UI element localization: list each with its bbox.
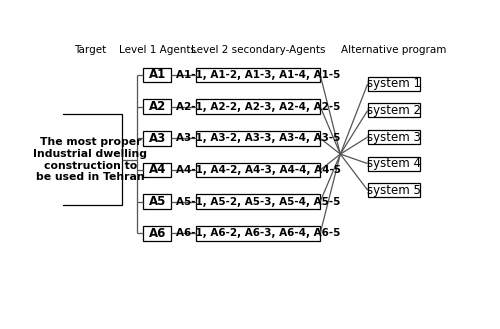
FancyBboxPatch shape <box>196 67 320 82</box>
Text: A3: A3 <box>149 132 166 145</box>
FancyBboxPatch shape <box>196 99 320 114</box>
Text: A2: A2 <box>149 100 166 113</box>
Text: A5-1, A5-2, A5-3, A5-4, A5-5: A5-1, A5-2, A5-3, A5-4, A5-5 <box>176 197 340 207</box>
Text: A4-1, A4-2, A4-3, A4-4, A4-5: A4-1, A4-2, A4-3, A4-4, A4-5 <box>176 165 340 175</box>
Text: system 5: system 5 <box>367 184 421 197</box>
Text: A5: A5 <box>149 195 166 208</box>
FancyBboxPatch shape <box>144 131 172 146</box>
FancyBboxPatch shape <box>144 99 172 114</box>
FancyBboxPatch shape <box>144 163 172 177</box>
Text: Level 1 Agents: Level 1 Agents <box>119 45 196 55</box>
FancyBboxPatch shape <box>196 131 320 146</box>
Text: Target: Target <box>74 45 106 55</box>
FancyBboxPatch shape <box>368 103 420 117</box>
FancyBboxPatch shape <box>59 114 122 205</box>
Text: A1: A1 <box>149 68 166 82</box>
FancyBboxPatch shape <box>196 226 320 240</box>
FancyBboxPatch shape <box>368 183 420 197</box>
Text: A4: A4 <box>149 164 166 176</box>
Text: A2-1, A2-2, A2-3, A2-4, A2-5: A2-1, A2-2, A2-3, A2-4, A2-5 <box>176 102 340 112</box>
FancyBboxPatch shape <box>368 157 420 170</box>
Text: system 2: system 2 <box>367 104 421 117</box>
Text: system 4: system 4 <box>367 157 421 170</box>
Text: system 1: system 1 <box>367 77 421 90</box>
Text: Level 2 secondary-Agents: Level 2 secondary-Agents <box>191 45 326 55</box>
FancyBboxPatch shape <box>144 226 172 240</box>
Text: system 3: system 3 <box>367 131 421 143</box>
FancyBboxPatch shape <box>144 67 172 82</box>
FancyBboxPatch shape <box>144 194 172 209</box>
Text: A1-1, A1-2, A1-3, A1-4, A1-5: A1-1, A1-2, A1-3, A1-4, A1-5 <box>176 70 340 80</box>
FancyBboxPatch shape <box>368 130 420 144</box>
FancyBboxPatch shape <box>196 163 320 177</box>
FancyBboxPatch shape <box>368 77 420 91</box>
Text: A3-1, A3-2, A3-3, A3-4, A3-5: A3-1, A3-2, A3-3, A3-4, A3-5 <box>176 133 340 143</box>
Text: The most proper
Industrial dwelling
construction to
be used in Tehran: The most proper Industrial dwelling cons… <box>34 138 148 182</box>
Text: A6: A6 <box>149 227 166 240</box>
Text: Alternative program: Alternative program <box>341 45 446 55</box>
FancyBboxPatch shape <box>196 194 320 209</box>
Text: A6-1, A6-2, A6-3, A6-4, A6-5: A6-1, A6-2, A6-3, A6-4, A6-5 <box>176 228 340 238</box>
